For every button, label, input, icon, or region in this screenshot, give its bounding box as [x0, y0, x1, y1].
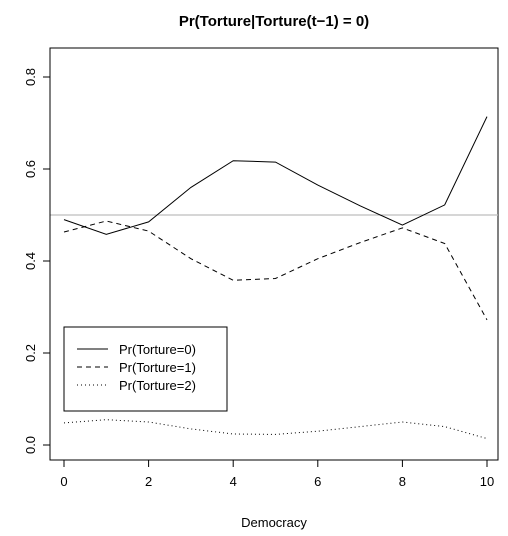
- legend-label-2: Pr(Torture=1): [119, 360, 196, 375]
- series-line-2: [63, 220, 488, 321]
- y-tick-label: 0.6: [23, 160, 38, 178]
- y-tick-label: 0.0: [23, 436, 38, 454]
- x-tick-label: 10: [480, 474, 494, 489]
- chart-title: Pr(Torture|Torture(t−1) = 0): [179, 13, 369, 30]
- x-tick-label: 4: [230, 474, 237, 489]
- x-axis: 0 2 4 6 8 10: [60, 459, 494, 489]
- x-tick-label: 8: [399, 474, 406, 489]
- legend-box: [63, 326, 228, 412]
- y-axis: 0.0 0.2 0.4 0.6 0.8: [23, 68, 51, 454]
- x-axis-label: Democracy: [241, 515, 307, 530]
- legend-label-1: Pr(Torture=0): [119, 342, 196, 357]
- y-tick-label: 0.8: [23, 68, 38, 86]
- legend-label-3: Pr(Torture=2): [119, 378, 196, 393]
- series-layer: [63, 116, 488, 440]
- x-tick-label: 0: [60, 474, 67, 489]
- y-tick-label: 0.4: [23, 252, 38, 270]
- series-line-3: [63, 419, 488, 440]
- legend: Pr(Torture=0) Pr(Torture=1) Pr(Torture=2): [63, 326, 228, 412]
- y-tick-label: 0.2: [23, 344, 38, 362]
- x-tick-label: 6: [314, 474, 321, 489]
- x-tick-label: 2: [145, 474, 152, 489]
- series-line-1: [63, 116, 488, 235]
